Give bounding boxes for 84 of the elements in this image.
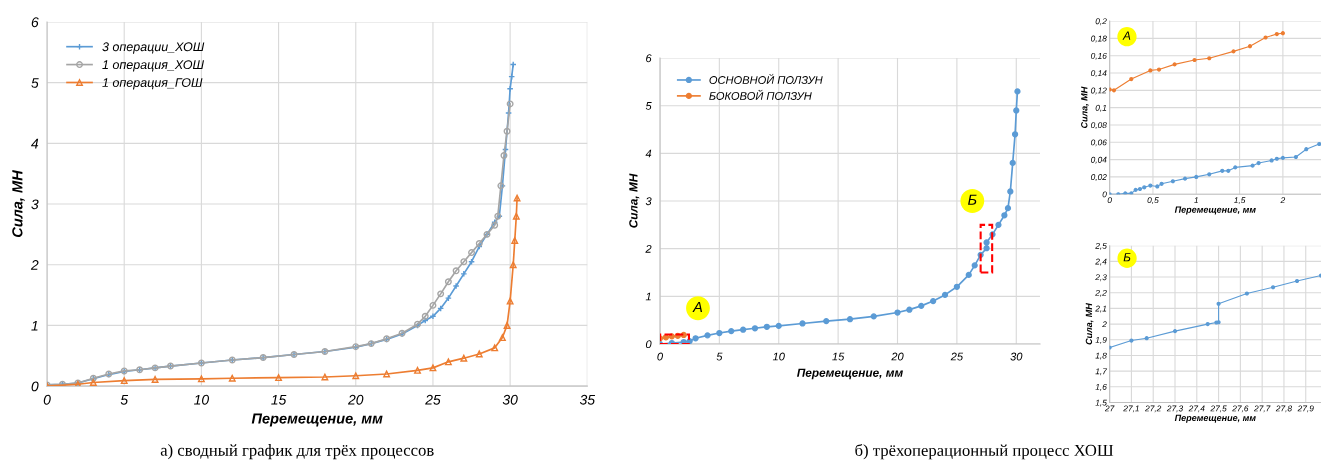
x-tick-label: 27,7 <box>1254 405 1271 413</box>
x-tick-label: 25 <box>950 352 964 361</box>
x-tick-label: 5 <box>120 394 129 405</box>
x-tick-label: 15 <box>271 394 287 405</box>
text: б) трёхоперационный процесс ХОШ <box>855 443 1114 460</box>
y-tick-label: 2 <box>1102 321 1107 328</box>
x-tick-label: 27,4 <box>1188 405 1205 413</box>
y-axis-title: Сила, МН <box>1085 303 1094 345</box>
legend-label: 1 операция_ХОШ <box>102 60 205 72</box>
y-axis-title: Сила, МН <box>1081 86 1089 129</box>
y-tick-label: 3 <box>645 197 652 206</box>
y-tick-label: 0,12 <box>1091 87 1107 95</box>
y-tick-label: 1 <box>645 292 651 301</box>
y-tick-label: 6 <box>646 54 652 63</box>
x-tick-label: 27,6 <box>1232 405 1249 413</box>
x-tick-label: 5 <box>716 352 723 361</box>
x-tick-label: 35 <box>579 394 596 405</box>
y-tick-label: 4 <box>31 138 39 149</box>
y-tick-label: 0 <box>645 340 652 349</box>
x-tick-label: 0 <box>1107 197 1112 204</box>
x-tick-label: 27,3 <box>1166 405 1184 413</box>
x-tick-label: 1 <box>1194 197 1198 204</box>
y-tick-label: 1,8 <box>1095 352 1107 360</box>
y-tick-label: 1,7 <box>1095 368 1108 376</box>
y-axis-title: Сила, МН <box>629 173 640 228</box>
y-tick-label: 2,3 <box>1095 274 1107 282</box>
x-tick-label: 0 <box>43 394 51 405</box>
y-tick-label: 0,06 <box>1091 139 1107 147</box>
x-tick-label: 27,2 <box>1145 405 1162 413</box>
annotation: Б <box>968 194 977 205</box>
y-tick-label: 6 <box>31 17 39 28</box>
y-tick-label: 0,04 <box>1091 156 1107 164</box>
annotation: А <box>1122 31 1131 40</box>
y-tick-label: 0,08 <box>1091 122 1107 130</box>
y-tick-label: 0,14 <box>1091 70 1107 78</box>
y-tick-label: 2,1 <box>1095 305 1107 313</box>
y-tick-label: 0 <box>1102 191 1107 198</box>
legend-label: ОСНОВНОЙ ПОЛЗУН <box>709 73 823 84</box>
legend-label: 3 операции_ХОШ <box>102 42 205 54</box>
legend-label: БОКОВОЙ ПОЛЗУН <box>709 89 812 100</box>
y-tick-label: 0,2 <box>1095 18 1107 26</box>
x-axis-title: Перемещение, мм <box>1174 206 1256 215</box>
x-tick-label: 10 <box>772 352 785 361</box>
y-tick-label: 1 <box>31 320 38 331</box>
x-tick-label: 2 <box>1280 197 1286 204</box>
y-tick-label: 1,9 <box>1095 336 1107 344</box>
y-tick-label: 2,2 <box>1095 289 1107 297</box>
y-tick-label: 2 <box>645 244 652 253</box>
y-tick-label: 4 <box>645 149 652 158</box>
y-tick-label: 1,6 <box>1095 384 1107 391</box>
x-tick-label: 30 <box>1010 352 1023 361</box>
annotation: А <box>692 301 703 313</box>
y-tick-label: 2 <box>30 260 39 270</box>
annotation: Б <box>1123 253 1131 262</box>
y-tick-label: 0,1 <box>1095 104 1107 112</box>
x-tick-label: 20 <box>347 394 364 405</box>
x-tick-label: 10 <box>194 394 210 405</box>
x-tick-label: 25 <box>425 394 441 405</box>
y-tick-label: 5 <box>645 102 652 110</box>
x-tick-label: 27 <box>1104 405 1115 412</box>
y-tick-label: 0,18 <box>1091 35 1107 43</box>
y-tick-label: 2,4 <box>1095 258 1107 266</box>
x-tick-label: 27,9 <box>1297 405 1314 413</box>
x-tick-label: 27,8 <box>1275 405 1293 413</box>
x-axis-title: Перемещение, мм <box>797 368 903 380</box>
x-tick-label: 27,5 <box>1210 405 1227 413</box>
x-tick-label: 27,1 <box>1123 405 1139 413</box>
x-axis-title: Перемещение, мм <box>251 413 383 427</box>
y-tick-label: 5 <box>31 78 39 88</box>
y-tick-label: 0,16 <box>1091 52 1107 60</box>
x-tick-label: 30 <box>502 394 518 405</box>
y-tick-label: 0 <box>31 381 39 392</box>
x-tick-label: 0,5 <box>1147 197 1159 205</box>
y-tick-label: 3 <box>31 199 39 210</box>
text: а) сводный график для трёх процессов <box>160 444 434 460</box>
y-tick-label: 0,02 <box>1091 174 1107 181</box>
x-tick-label: 0 <box>657 352 663 361</box>
x-tick-label: 1,5 <box>1234 197 1246 205</box>
y-tick-label: 2,5 <box>1095 242 1107 250</box>
x-tick-label: 15 <box>832 352 845 361</box>
x-axis-title: Перемещение, мм <box>1174 414 1256 423</box>
y-axis-title: Сила, МН <box>12 170 25 238</box>
legend-label: 1 операция_ГОШ <box>102 78 203 90</box>
x-tick-label: 20 <box>891 352 904 361</box>
